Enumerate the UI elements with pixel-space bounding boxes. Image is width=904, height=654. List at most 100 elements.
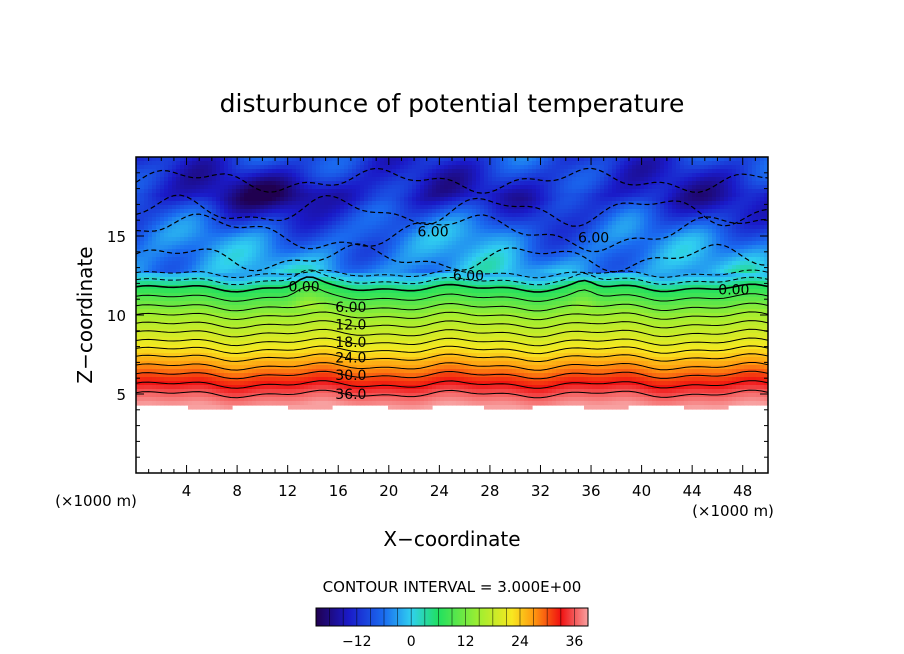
heatmap-cell [308, 205, 313, 210]
heatmap-cell [488, 273, 493, 278]
heatmap-cell [512, 253, 517, 258]
heatmap-cell [660, 173, 665, 178]
heatmap-cell [508, 249, 513, 254]
heatmap-cell [152, 173, 157, 178]
heatmap-cell [352, 233, 357, 238]
heatmap-cell [492, 181, 497, 186]
heatmap-cell [608, 157, 613, 162]
heatmap-cell [572, 241, 577, 246]
heatmap-cell [248, 233, 253, 238]
heatmap-cell [612, 249, 617, 254]
heatmap-cell [268, 261, 273, 266]
heatmap-cell [328, 221, 333, 226]
heatmap-cell [224, 273, 229, 278]
heatmap-cell [332, 257, 337, 262]
heatmap-cell [192, 173, 197, 178]
heatmap-cell [380, 177, 385, 182]
heatmap-cell [188, 233, 193, 238]
heatmap-cell [404, 233, 409, 238]
heatmap-cell [200, 217, 205, 222]
heatmap-cell [308, 193, 313, 198]
heatmap-cell [224, 233, 229, 238]
heatmap-cell [368, 245, 373, 250]
heatmap-cell [480, 205, 485, 210]
heatmap-cell [396, 221, 401, 226]
heatmap-cell [372, 201, 377, 206]
heatmap-cell [164, 181, 169, 186]
heatmap-cell [576, 213, 581, 218]
heatmap-cell [736, 217, 741, 222]
heatmap-cell [168, 193, 173, 198]
heatmap-cell [604, 165, 609, 170]
heatmap-cell [516, 257, 521, 262]
heatmap-cell [172, 213, 177, 218]
heatmap-cell [524, 249, 529, 254]
heatmap-cell [248, 205, 253, 210]
heatmap-cell [240, 185, 245, 190]
heatmap-cell [652, 277, 657, 282]
heatmap-cell [448, 185, 453, 190]
heatmap-cell [544, 169, 549, 174]
heatmap-cell [280, 237, 285, 242]
heatmap-cell [256, 273, 261, 278]
heatmap-cell [260, 189, 265, 194]
heatmap-cell [668, 241, 673, 246]
heatmap-cell [188, 265, 193, 270]
heatmap-cell [716, 177, 721, 182]
heatmap-cell [524, 253, 529, 258]
heatmap-cell [312, 273, 317, 278]
heatmap-cell [384, 237, 389, 242]
heatmap-cell [172, 253, 177, 258]
heatmap-cell [628, 161, 633, 166]
heatmap-cell [224, 189, 229, 194]
heatmap-cell [520, 217, 525, 222]
heatmap-cell [752, 237, 757, 242]
heatmap-cell [408, 229, 413, 234]
heatmap-cell [384, 189, 389, 194]
heatmap-cell [140, 197, 145, 202]
heatmap-cell [244, 261, 249, 266]
heatmap-cell [716, 245, 721, 250]
heatmap-cell [472, 189, 477, 194]
heatmap-cell [556, 225, 561, 230]
heatmap-cell [368, 173, 373, 178]
heatmap-cell [668, 197, 673, 202]
heatmap-cell [764, 157, 768, 162]
heatmap-cell [548, 157, 553, 162]
heatmap-cell [300, 173, 305, 178]
heatmap-cell [556, 189, 561, 194]
heatmap-cell [312, 165, 317, 170]
heatmap-cell [320, 177, 325, 182]
heatmap-cell [348, 209, 353, 214]
heatmap-cell [284, 173, 289, 178]
heatmap-cell [332, 261, 337, 266]
heatmap-cell [508, 197, 513, 202]
heatmap-cell [544, 173, 549, 178]
heatmap-cell [596, 197, 601, 202]
heatmap-cell [528, 237, 533, 242]
heatmap-cell [244, 169, 249, 174]
heatmap-cell [160, 253, 165, 258]
heatmap-cell [424, 165, 429, 170]
heatmap-cell [548, 241, 553, 246]
heatmap-cell [232, 241, 237, 246]
heatmap-cell [152, 233, 157, 238]
heatmap-cell [564, 269, 569, 274]
heatmap-cell [372, 269, 377, 274]
heatmap-cell [308, 261, 313, 266]
heatmap-cell [380, 185, 385, 190]
heatmap-cell [492, 237, 497, 242]
heatmap-cell [428, 201, 433, 206]
heatmap-cell [352, 265, 357, 270]
heatmap-cell [676, 209, 681, 214]
heatmap-cell [720, 265, 725, 270]
heatmap-cell [608, 165, 613, 170]
heatmap-cell [152, 209, 157, 214]
heatmap-cell [412, 257, 417, 262]
heatmap-cell [584, 213, 589, 218]
heatmap-cell [280, 229, 285, 234]
heatmap-cell [564, 189, 569, 194]
heatmap-cell [636, 181, 641, 186]
heatmap-cell [224, 229, 229, 234]
heatmap-cell [480, 229, 485, 234]
